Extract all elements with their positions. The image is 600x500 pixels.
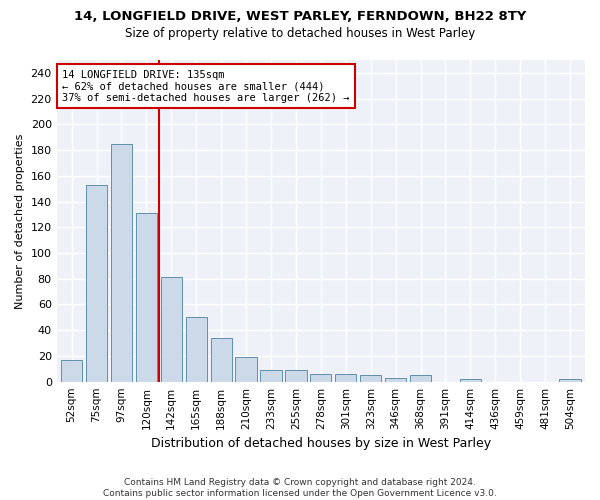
Y-axis label: Number of detached properties: Number of detached properties: [15, 133, 25, 308]
Bar: [559, 379, 581, 382]
Bar: [360, 375, 381, 382]
X-axis label: Distribution of detached houses by size in West Parley: Distribution of detached houses by size …: [151, 437, 491, 450]
Bar: [235, 357, 257, 382]
Bar: [410, 375, 431, 382]
Bar: [260, 370, 281, 382]
Bar: [460, 379, 481, 382]
Bar: [161, 278, 182, 382]
Text: 14 LONGFIELD DRIVE: 135sqm
← 62% of detached houses are smaller (444)
37% of sem: 14 LONGFIELD DRIVE: 135sqm ← 62% of deta…: [62, 70, 349, 103]
Bar: [385, 378, 406, 382]
Bar: [136, 213, 157, 382]
Bar: [310, 374, 331, 382]
Bar: [286, 370, 307, 382]
Text: Size of property relative to detached houses in West Parley: Size of property relative to detached ho…: [125, 28, 475, 40]
Bar: [211, 338, 232, 382]
Bar: [61, 360, 82, 382]
Bar: [86, 185, 107, 382]
Text: Contains HM Land Registry data © Crown copyright and database right 2024.
Contai: Contains HM Land Registry data © Crown c…: [103, 478, 497, 498]
Bar: [335, 374, 356, 382]
Bar: [185, 318, 207, 382]
Text: 14, LONGFIELD DRIVE, WEST PARLEY, FERNDOWN, BH22 8TY: 14, LONGFIELD DRIVE, WEST PARLEY, FERNDO…: [74, 10, 526, 23]
Bar: [111, 144, 132, 382]
